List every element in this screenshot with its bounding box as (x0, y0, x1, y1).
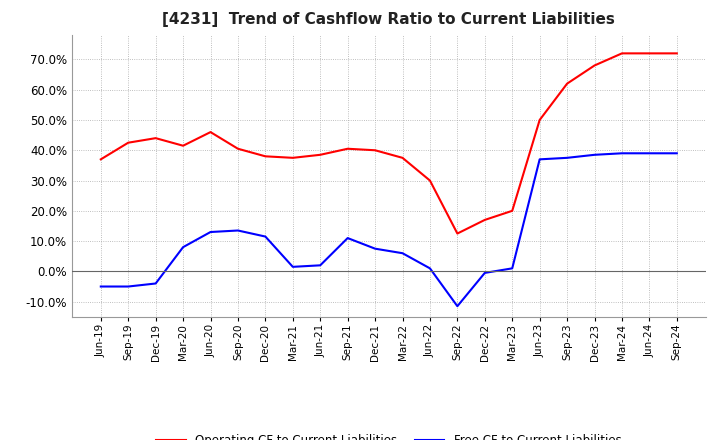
Line: Operating CF to Current Liabilities: Operating CF to Current Liabilities (101, 53, 677, 234)
Operating CF to Current Liabilities (398, 155, 407, 161)
Operating CF to Current Liabilities (316, 152, 325, 158)
Free CF to Current Liabilities (426, 266, 434, 271)
Operating CF to Current Liabilities (371, 148, 379, 153)
Operating CF to Current Liabilities (645, 51, 654, 56)
Operating CF to Current Liabilities (426, 178, 434, 183)
Operating CF to Current Liabilities (343, 146, 352, 151)
Free CF to Current Liabilities (343, 235, 352, 241)
Line: Free CF to Current Liabilities: Free CF to Current Liabilities (101, 153, 677, 306)
Operating CF to Current Liabilities (672, 51, 681, 56)
Operating CF to Current Liabilities (96, 157, 105, 162)
Free CF to Current Liabilities (371, 246, 379, 251)
Operating CF to Current Liabilities (151, 136, 160, 141)
Operating CF to Current Liabilities (590, 63, 599, 68)
Free CF to Current Liabilities (124, 284, 132, 289)
Free CF to Current Liabilities (398, 250, 407, 256)
Operating CF to Current Liabilities (124, 140, 132, 145)
Free CF to Current Liabilities (645, 150, 654, 156)
Free CF to Current Liabilities (233, 228, 242, 233)
Operating CF to Current Liabilities (453, 231, 462, 236)
Operating CF to Current Liabilities (261, 154, 270, 159)
Free CF to Current Liabilities (179, 245, 187, 250)
Free CF to Current Liabilities (590, 152, 599, 158)
Free CF to Current Liabilities (618, 150, 626, 156)
Free CF to Current Liabilities (480, 270, 489, 275)
Operating CF to Current Liabilities (289, 155, 297, 161)
Legend: Operating CF to Current Liabilities, Free CF to Current Liabilities: Operating CF to Current Liabilities, Fre… (151, 430, 626, 440)
Free CF to Current Liabilities (563, 155, 572, 161)
Free CF to Current Liabilities (289, 264, 297, 269)
Free CF to Current Liabilities (151, 281, 160, 286)
Free CF to Current Liabilities (672, 150, 681, 156)
Operating CF to Current Liabilities (206, 129, 215, 135)
Free CF to Current Liabilities (96, 284, 105, 289)
Free CF to Current Liabilities (508, 266, 516, 271)
Free CF to Current Liabilities (261, 234, 270, 239)
Free CF to Current Liabilities (536, 157, 544, 162)
Operating CF to Current Liabilities (179, 143, 187, 148)
Free CF to Current Liabilities (316, 263, 325, 268)
Operating CF to Current Liabilities (480, 217, 489, 223)
Title: [4231]  Trend of Cashflow Ratio to Current Liabilities: [4231] Trend of Cashflow Ratio to Curren… (163, 12, 615, 27)
Free CF to Current Liabilities (453, 304, 462, 309)
Operating CF to Current Liabilities (536, 117, 544, 123)
Free CF to Current Liabilities (206, 229, 215, 235)
Operating CF to Current Liabilities (233, 146, 242, 151)
Operating CF to Current Liabilities (508, 208, 516, 213)
Operating CF to Current Liabilities (618, 51, 626, 56)
Operating CF to Current Liabilities (563, 81, 572, 86)
